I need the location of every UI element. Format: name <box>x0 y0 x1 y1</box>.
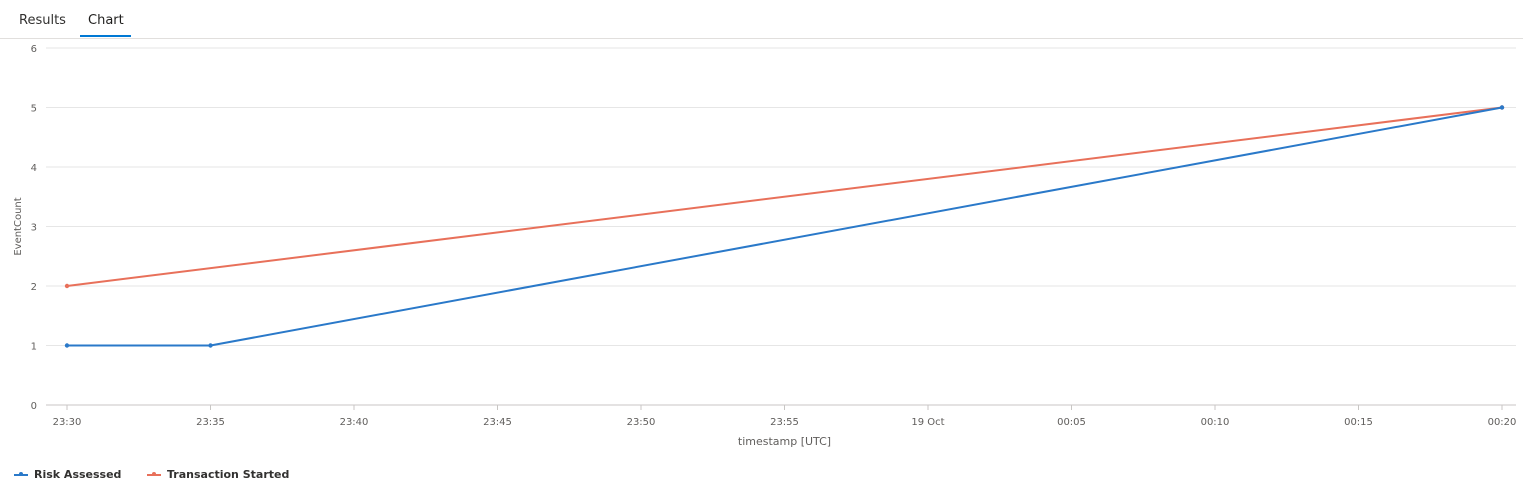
x-tick-label: 00:20 <box>1488 417 1517 428</box>
y-tick-label: 3 <box>31 223 37 234</box>
y-tick-label: 2 <box>31 282 37 293</box>
x-tick-label: 00:05 <box>1057 417 1086 428</box>
tab-chart[interactable]: Chart <box>88 13 124 28</box>
x-tick-label: 23:45 <box>483 417 512 428</box>
data-point-transaction-started <box>64 283 70 289</box>
line-chart: 0 1 2 3 4 5 6 23:30 23:35 23:40 23:45 23:50 23:55 19 … <box>13 44 1517 448</box>
y-tick-label: 0 <box>31 401 37 412</box>
data-point-risk-assessed <box>1499 105 1505 110</box>
x-tick-label: 00:15 <box>1344 417 1373 428</box>
legend-label: Transaction Started <box>167 468 290 481</box>
tab-results[interactable]: Results <box>19 13 66 28</box>
series-line-transaction-started <box>66 106 1503 287</box>
x-tick-label: 23:50 <box>627 417 656 428</box>
x-tick-label: 23:30 <box>53 417 82 428</box>
y-tick-label: 1 <box>31 342 37 353</box>
y-tick-label: 6 <box>31 44 37 55</box>
y-axis-title: EventCount <box>13 197 24 255</box>
x-axis-title: timestamp [UTC] <box>738 435 831 448</box>
tab-bar: Results Chart <box>0 0 1523 39</box>
active-tab-indicator <box>80 35 131 37</box>
x-tick-label: 23:35 <box>196 417 225 428</box>
data-point-risk-assessed <box>208 343 213 348</box>
y-tick-label: 4 <box>31 163 37 174</box>
x-tick-label: 00:10 <box>1201 417 1230 428</box>
x-tick-label: 23:55 <box>770 417 799 428</box>
x-tick-label: 19 Oct <box>911 417 944 428</box>
data-point-risk-assessed <box>64 343 70 348</box>
legend-label: Risk Assessed <box>34 468 122 481</box>
y-tick-label: 5 <box>31 104 37 115</box>
x-tick-label: 23:40 <box>340 417 369 428</box>
legend-dot-risk-assessed <box>19 472 23 476</box>
legend-dot-transaction-started <box>152 472 156 476</box>
